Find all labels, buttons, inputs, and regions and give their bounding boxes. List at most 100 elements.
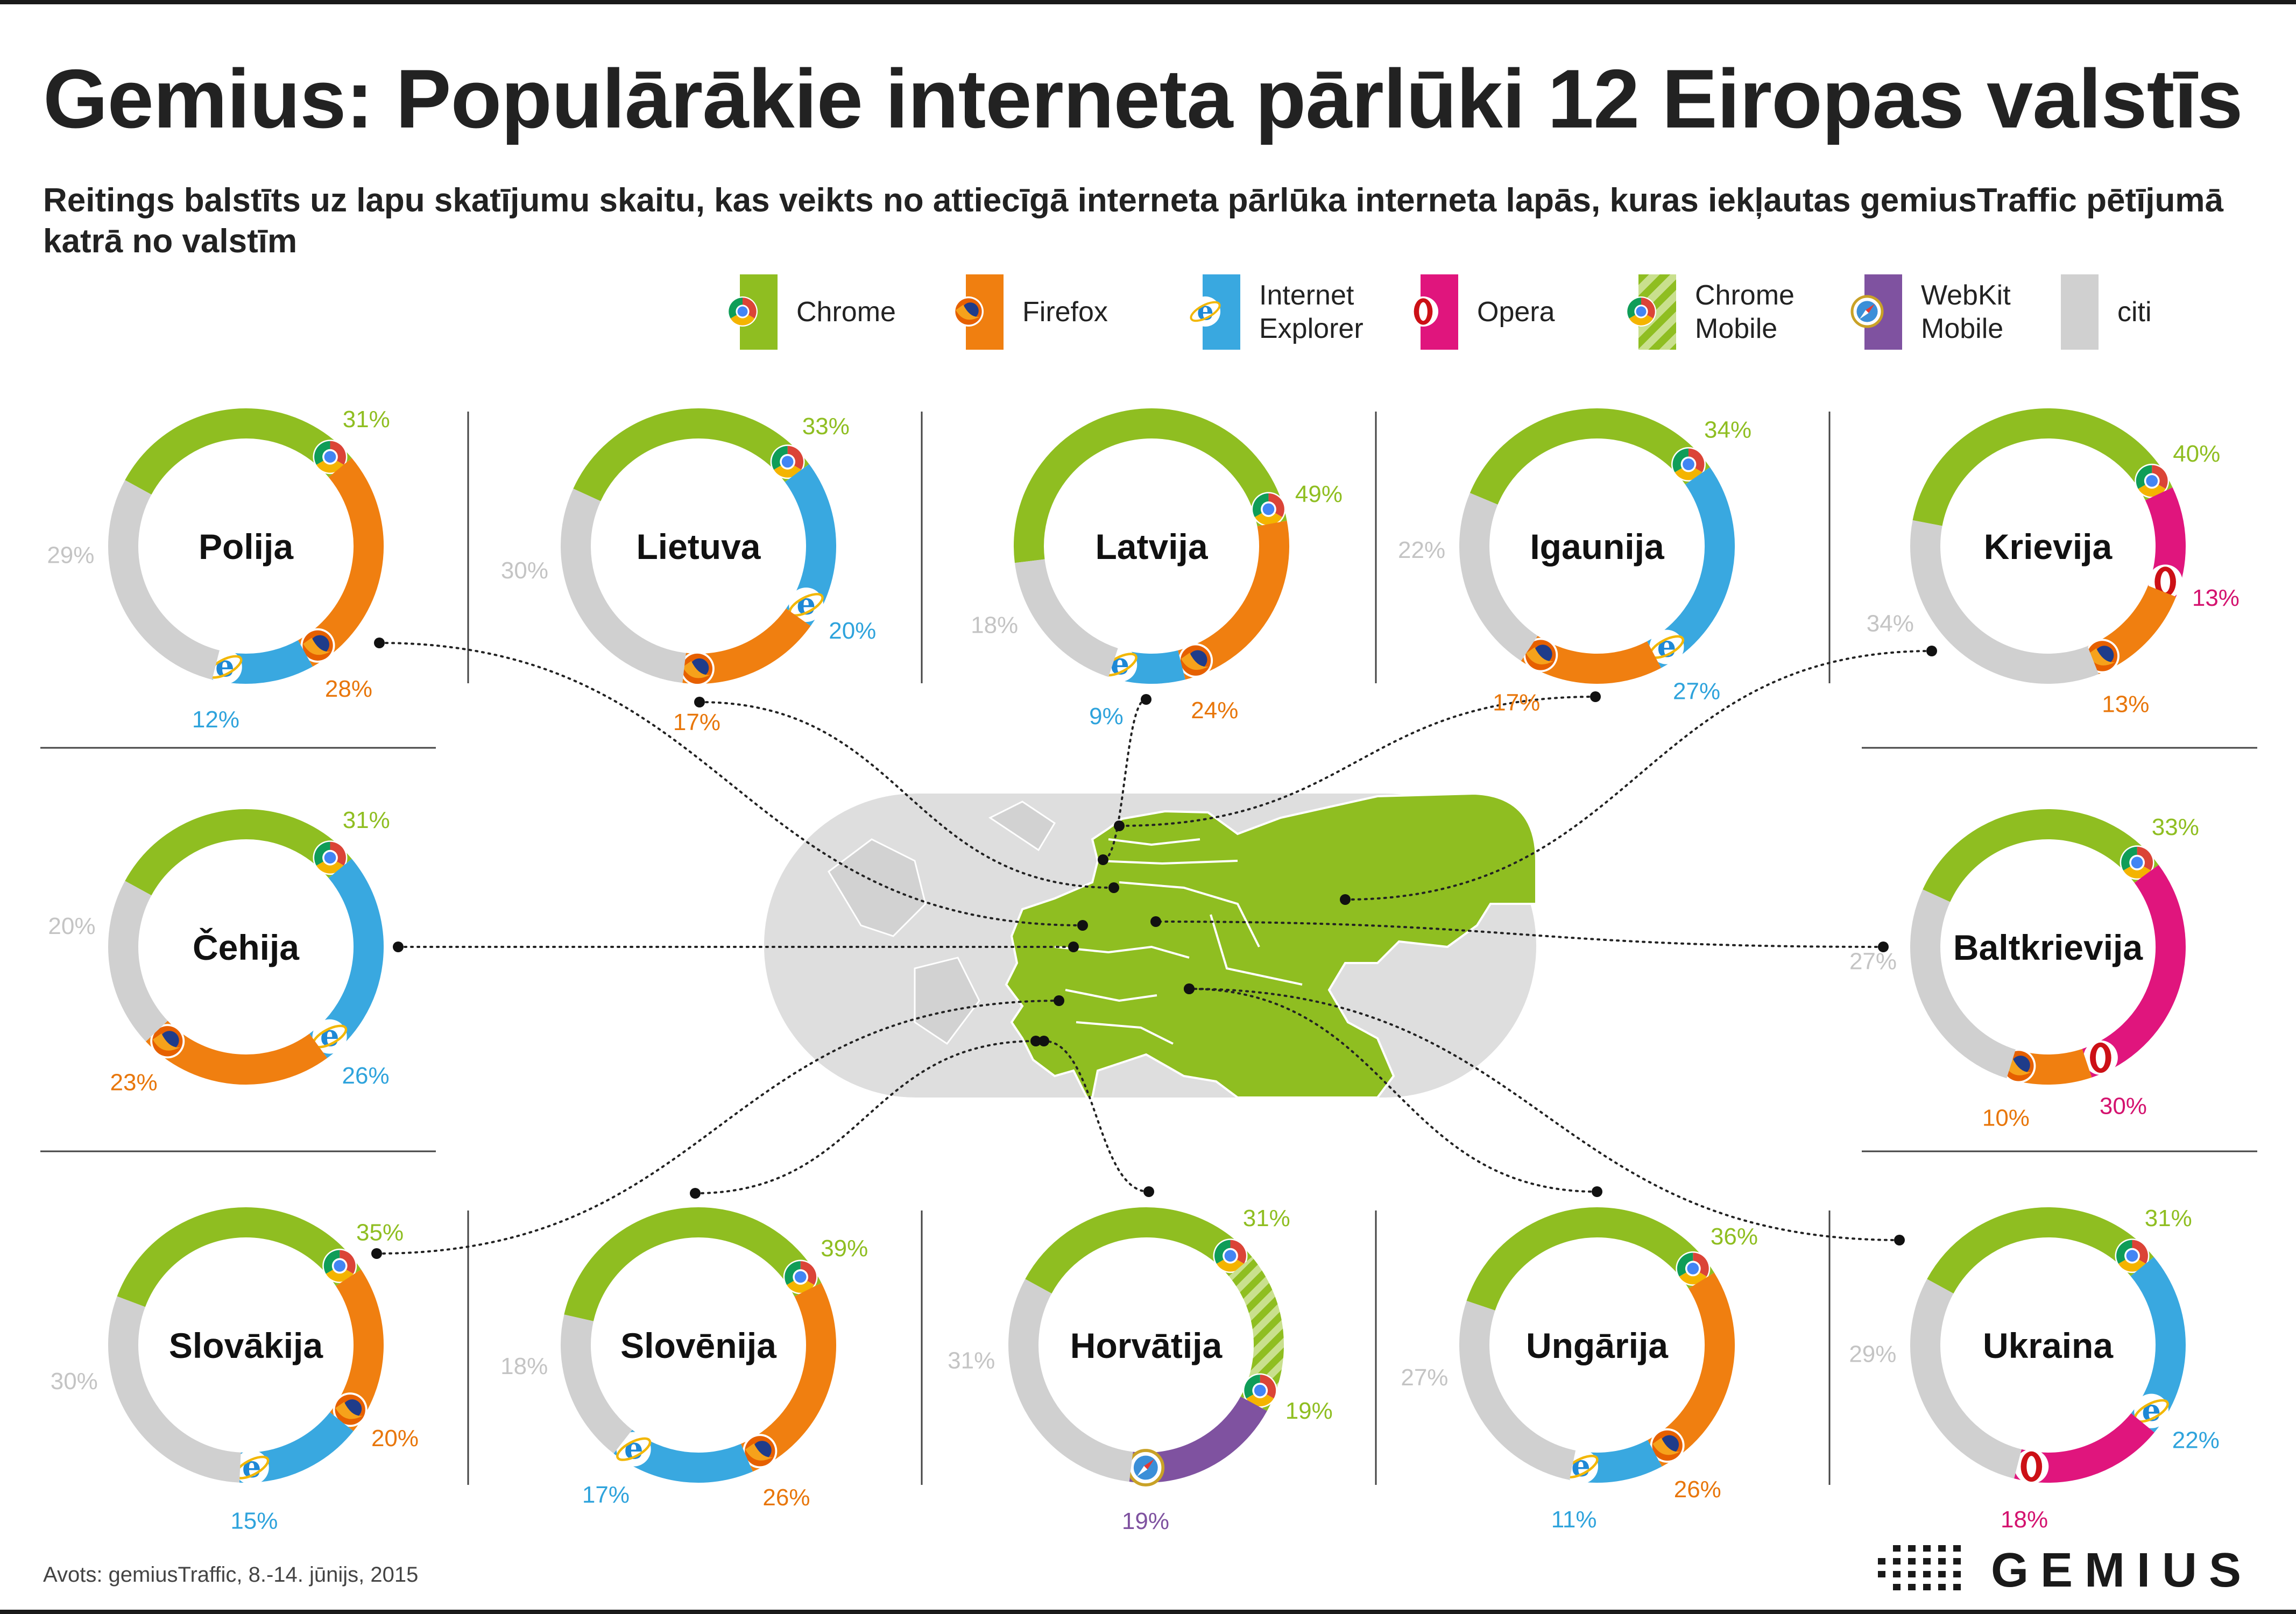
logo-dot (1938, 1571, 1946, 1577)
connector-anchor-dot (371, 1248, 382, 1259)
slice-label-chrome: 49% (1295, 481, 1343, 507)
svg-text:e: e (242, 1449, 262, 1484)
opera-icon (2014, 1449, 2049, 1484)
slice-label-other: 18% (500, 1353, 548, 1379)
firefox-icon (150, 1024, 185, 1059)
connector-line (1102, 698, 1147, 861)
connector-line (1344, 650, 1933, 901)
connector-line (1043, 1040, 1150, 1193)
slice-chrome (1014, 408, 1287, 563)
slice-label-firefox: 20% (371, 1425, 419, 1452)
donut-1: 33% e 20% 17% 30% Lietuva (501, 408, 876, 735)
slice-label-ie: 27% (1673, 678, 1720, 704)
logo-dot (1878, 1558, 1885, 1565)
map-border (1076, 1021, 1174, 1045)
top-border (0, 0, 2296, 4)
connector-line (1118, 696, 1596, 827)
slice-firefox (298, 458, 384, 667)
map-border (1097, 860, 1238, 865)
slice-label-opera: 18% (2001, 1506, 2048, 1533)
map-location-dot (1184, 983, 1195, 994)
page-title: Gemius: Populārākie interneta pārlūki 12… (43, 52, 2243, 145)
chrome-icon (1213, 1238, 1248, 1273)
donut-7: 35% 20% e 15% 30% Slovākija (51, 1207, 419, 1534)
slice-chrome (1927, 1207, 2154, 1294)
connector-line (698, 701, 1115, 889)
donut-11: 31% e 22% 18% 29% Ukraina (1849, 1205, 2220, 1533)
country-name: Igaunija (1530, 527, 1665, 567)
donut-2: 49% 24% e 9% 18% Latvija (971, 408, 1343, 730)
slice-firefox (1647, 1272, 1735, 1467)
chrome-icon (2115, 1238, 2150, 1273)
connector-anchor-dot (1592, 1186, 1602, 1197)
slice-label-firefox: 17% (673, 709, 720, 735)
connector-anchor-dot (1926, 646, 1937, 656)
chrome-icon (2135, 463, 2170, 498)
map-location-dot (1098, 854, 1108, 865)
slice-label-firefox: 23% (110, 1070, 158, 1096)
logo-dot (1908, 1584, 1916, 1590)
connector-line (1188, 988, 1901, 1241)
slice-chrome (1025, 1207, 1252, 1294)
ie-icon: e (2133, 1392, 2169, 1428)
firefox-icon (2001, 1049, 2036, 1084)
logo-dots-icon (1878, 1545, 1961, 1590)
slice-other (108, 480, 220, 680)
connector-line (694, 1040, 1037, 1194)
connector-anchor-dot (694, 697, 705, 707)
logo-dot (1953, 1584, 1961, 1590)
logo-dot (1908, 1558, 1916, 1565)
slice-label-ie: 11% (1551, 1506, 1597, 1533)
slice-label-ie: 22% (2172, 1427, 2220, 1453)
connector-anchor-dot (1143, 1186, 1154, 1197)
slice-label-chrome-mobile: 19% (1285, 1398, 1333, 1424)
slice-label-ie: 26% (342, 1063, 390, 1089)
map-highlight-region (1005, 792, 1537, 1099)
connector-line (1188, 988, 1598, 1193)
ie-icon: e (234, 1449, 270, 1485)
map-border (1108, 838, 1200, 846)
map-location-dot (1054, 995, 1064, 1006)
slice-other (1910, 1279, 2022, 1479)
europe-map (764, 792, 1537, 1099)
slice-label-chrome: 39% (821, 1235, 868, 1262)
map-land (914, 957, 980, 1045)
map-location-dot (1068, 942, 1079, 952)
chrome-icon (783, 1259, 818, 1294)
map-location-dot (1077, 920, 1088, 931)
country-name: Krievija (1984, 527, 2113, 567)
connector-anchor-dot (393, 942, 404, 952)
slice-label-ie: 12% (192, 706, 239, 733)
slice-label-other: 31% (948, 1348, 995, 1374)
chrome-icon (770, 444, 805, 479)
slice-opera (2082, 865, 2186, 1078)
connector-anchor-dot (1878, 942, 1889, 952)
slice-label-chrome: 33% (802, 413, 850, 440)
slice-label-ie: 9% (1089, 703, 1124, 730)
logo-dot (1953, 1558, 1961, 1565)
slice-label-opera: 30% (2100, 1093, 2147, 1119)
slice-label-chrome: 33% (2152, 814, 2199, 840)
slice-chrome (1466, 1207, 1714, 1311)
country-name: Čehija (193, 928, 300, 967)
slice-label-chrome: 35% (356, 1220, 404, 1246)
slice-label-firefox: 28% (325, 676, 372, 702)
chrome-icon (322, 1248, 357, 1283)
country-name: Horvātija (1070, 1326, 1223, 1365)
logo-dot (1938, 1584, 1946, 1590)
slice-label-opera: 13% (2192, 585, 2240, 611)
ie-icon: e (1102, 646, 1138, 682)
connector-anchor-dot (1894, 1235, 1905, 1245)
donut-4: 40% 13% 13% 34% Krievija (1867, 408, 2240, 717)
slice-label-other: 20% (48, 913, 95, 939)
logo-dot (1893, 1584, 1901, 1590)
connector-line (376, 1000, 1060, 1255)
donut-3: 34% e 27% 17% 22% Igaunija (1398, 408, 1751, 716)
firefox-icon (1650, 1428, 1685, 1463)
slice-chrome (1470, 408, 1710, 505)
logo-dot (1893, 1545, 1901, 1552)
slice-chrome (125, 809, 352, 896)
slice-label-other: 30% (501, 557, 548, 584)
donut-8: 39% 26% e 17% 18% Slovēnija (500, 1207, 868, 1511)
